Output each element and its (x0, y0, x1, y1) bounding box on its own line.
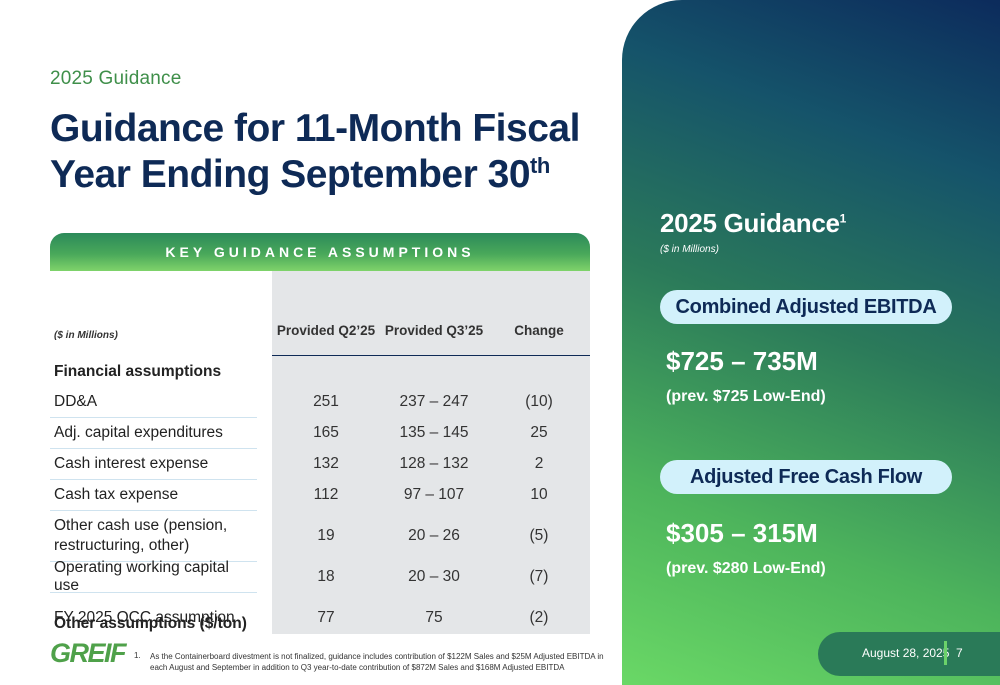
col-header-q2: Provided Q2’25 (276, 323, 376, 338)
row-label: Cash interest expense (54, 455, 209, 472)
cell-q2: 132 (313, 455, 339, 472)
panel-title: 2025 Guidance1 (660, 208, 846, 239)
cell-q2: 19 (317, 527, 335, 544)
cell-q3: 128 – 132 (399, 455, 469, 472)
cell-q2: 18 (317, 568, 335, 585)
ebitda-pill: Combined Adjusted EBITDA (660, 290, 952, 324)
col-header-q3: Provided Q3’25 (384, 323, 484, 338)
cell-change: 25 (530, 424, 548, 441)
table-banner: KEY GUIDANCE ASSUMPTIONS (50, 233, 590, 271)
table-row: DD&A 251 237 – 247 (10) (50, 387, 590, 417)
table-row: Operating working capital use 18 20 – 30… (50, 559, 590, 594)
cell-q3: 135 – 145 (399, 424, 469, 441)
panel-subtitle: ($ in Millions) (660, 244, 719, 255)
footer-separator (944, 641, 947, 665)
page-number: 7 (956, 646, 963, 660)
cell-change: (2) (529, 609, 549, 626)
row-divider (50, 448, 257, 449)
row-label: Adj. capital expenditures (54, 424, 223, 441)
footer-date: August 28, 2025 (862, 646, 950, 660)
guidance-panel: 2025 Guidance1 ($ in Millions) Combined … (622, 0, 1000, 685)
table-row: Cash interest expense 132 128 – 132 2 (50, 449, 590, 479)
fcf-pill: Adjusted Free Cash Flow (660, 460, 952, 494)
fcf-prev: (prev. $280 Low-End) (666, 560, 826, 577)
table-row: FY 2025 OCC assumption 77 75 (2) (50, 603, 590, 633)
section-label: Other assumptions ($/ton) (54, 615, 247, 632)
row-divider (50, 479, 257, 480)
title-superscript: th (530, 153, 550, 178)
title-text: Guidance for 11-Month Fiscal Year Ending… (50, 107, 580, 196)
row-label: FY 2025 OCC assumption (54, 609, 235, 626)
table-header-row: ($ in Millions) Provided Q2’25 Provided … (50, 271, 590, 355)
section-other: Other assumptions ($/ton) (50, 609, 590, 639)
cell-q2: 165 (313, 424, 339, 441)
cell-change: (7) (529, 568, 549, 585)
row-divider (50, 510, 257, 511)
cell-q2: 251 (313, 393, 339, 410)
section-kicker: 2025 Guidance (50, 68, 182, 89)
page-title: Guidance for 11-Month Fiscal Year Ending… (50, 106, 610, 198)
row-label: Other cash use (pension, restructuring, … (54, 517, 228, 554)
row-divider (50, 561, 257, 562)
value-columns-shade (272, 271, 590, 634)
cell-q2: 77 (317, 609, 335, 626)
table-row: Adj. capital expenditures 165 135 – 145 … (50, 418, 590, 448)
slide-left: 2025 Guidance Guidance for 11-Month Fisc… (50, 68, 610, 672)
cell-q3: 75 (425, 609, 443, 626)
table-row: Other cash use (pension, restructuring, … (50, 511, 590, 561)
cell-change: (10) (525, 393, 553, 410)
footer-bar (818, 632, 1000, 676)
table-body: ($ in Millions) Provided Q2’25 Provided … (50, 271, 590, 634)
panel-title-superscript: 1 (839, 211, 847, 226)
cell-q2: 112 (313, 486, 339, 503)
ebitda-value: $725 – 735M (666, 346, 818, 376)
row-label: Cash tax expense (54, 486, 179, 503)
occ-shade (272, 603, 590, 633)
ebitda-prev: (prev. $725 Low-End) (666, 388, 826, 405)
section-label: Financial assumptions (54, 363, 222, 380)
header-rule (272, 355, 590, 356)
row-divider (50, 592, 257, 593)
table-row: Cash tax expense 112 97 – 107 10 (50, 480, 590, 510)
cell-q3: 237 – 247 (399, 393, 469, 410)
col-header-change: Change (514, 323, 564, 338)
guidance-table: KEY GUIDANCE ASSUMPTIONS ($ in Millions)… (50, 233, 590, 634)
units-label: ($ in Millions) (54, 329, 118, 341)
greif-logo: GREIF (50, 638, 127, 668)
cell-change: 10 (530, 486, 548, 503)
row-label: Operating working capital use (54, 559, 229, 594)
cell-change: (5) (529, 527, 549, 544)
cell-change: 2 (534, 455, 544, 472)
cell-q3: 20 – 26 (408, 527, 460, 544)
cell-q3: 20 – 30 (408, 568, 460, 585)
fcf-value: $305 – 315M (666, 518, 818, 548)
footnote-number: 1. (134, 651, 141, 660)
section-financial: Financial assumptions (50, 357, 590, 387)
occ-row-wrap: FY 2025 OCC assumption 77 75 (2) (50, 603, 590, 633)
panel-title-text: 2025 Guidance (660, 208, 840, 238)
row-divider (50, 417, 257, 418)
footnote-text: As the Containerboard divestment is not … (150, 652, 604, 672)
cell-q3: 97 – 107 (403, 486, 465, 503)
row-label: DD&A (54, 393, 98, 410)
